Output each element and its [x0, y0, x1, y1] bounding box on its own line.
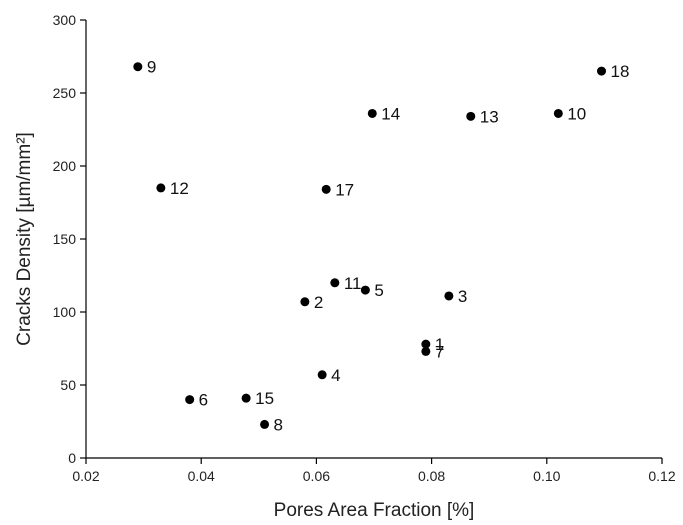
data-point-label: 3 [458, 287, 467, 306]
data-point-label: 18 [611, 62, 630, 81]
data-point-label: 9 [147, 58, 156, 77]
data-point [597, 66, 607, 76]
data-point [133, 62, 143, 72]
y-tick-label: 250 [53, 85, 77, 101]
data-point [300, 297, 310, 307]
data-point [421, 346, 431, 356]
data-point [185, 395, 195, 405]
x-tick-label: 0.04 [188, 468, 215, 484]
data-point [367, 108, 377, 118]
data-point-label: 14 [381, 104, 400, 123]
data-point-label: 7 [435, 342, 444, 361]
data-point [421, 339, 431, 349]
data-point [466, 111, 476, 121]
data-point-label: 12 [170, 179, 189, 198]
data-point-label: 11 [344, 274, 362, 293]
y-axis-title: Cracks Density [µm/mm²] [14, 132, 35, 346]
y-tick-label: 150 [53, 231, 77, 247]
data-point [330, 278, 340, 288]
x-tick-label: 0.02 [72, 468, 99, 484]
x-tick-label: 0.10 [533, 468, 560, 484]
data-point-label: 17 [335, 180, 354, 199]
y-tick-label: 50 [60, 377, 76, 393]
data-point [241, 393, 251, 403]
y-tick-label: 300 [53, 12, 77, 28]
data-point [444, 291, 454, 301]
data-point-label: 1 [435, 335, 444, 354]
data-point-label: 5 [374, 281, 383, 300]
x-tick-label: 0.08 [418, 468, 445, 484]
x-axis-ticks: 0.02 0.04 0.06 0.08 0.10 0.12 [72, 458, 676, 484]
x-axis-title: Pores Area Fraction [%] [274, 500, 475, 521]
x-tick-label: 0.12 [648, 468, 675, 484]
data-point [317, 370, 327, 380]
data-point-label: 8 [274, 415, 283, 434]
y-tick-label: 100 [53, 304, 77, 320]
data-point-label: 4 [331, 366, 340, 385]
data-point [260, 419, 270, 429]
y-tick-label: 200 [53, 158, 77, 174]
data-point [360, 285, 370, 295]
data-point [321, 184, 331, 194]
data-point [553, 108, 563, 118]
y-axis-ticks: 0 50 100 150 200 250 300 [53, 12, 86, 466]
data-point-label: 15 [255, 389, 274, 408]
data-point-label: 10 [567, 104, 586, 123]
data-point-label: 13 [480, 107, 499, 126]
plot-frame [85, 20, 662, 459]
data-point [156, 183, 166, 193]
y-tick-label: 0 [68, 450, 76, 466]
x-tick-label: 0.06 [303, 468, 330, 484]
data-point-label: 6 [199, 391, 208, 410]
data-point-label: 2 [314, 293, 323, 312]
